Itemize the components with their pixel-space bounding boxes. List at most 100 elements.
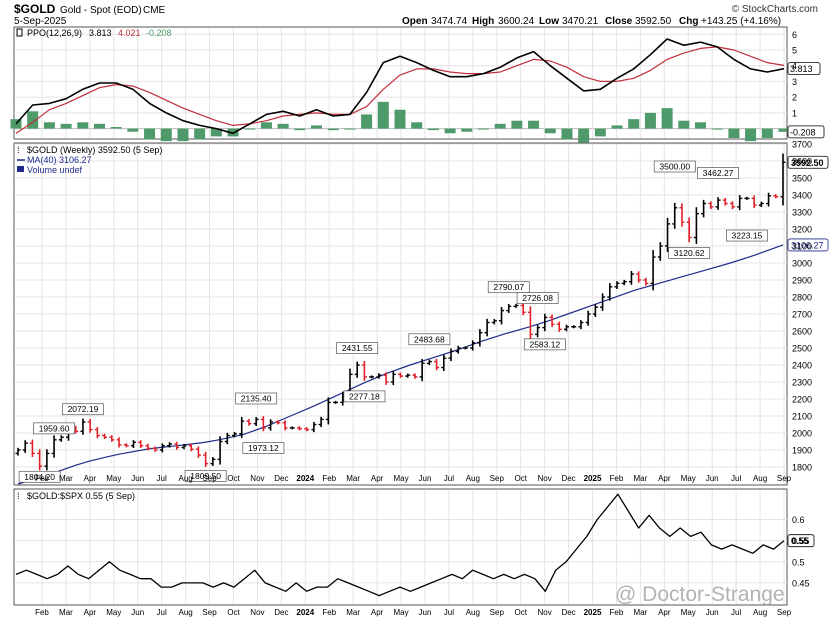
price-annotation-label: 1973.12 <box>248 443 279 453</box>
ppo-histogram-bar <box>361 114 373 129</box>
ppo-y-tick-label: 6 <box>792 30 797 40</box>
ppo-histogram-bar <box>277 123 289 129</box>
ohlc-bar <box>383 372 389 385</box>
ohlc-bar <box>195 446 201 458</box>
price-annotation-box <box>408 333 451 346</box>
ppo-histogram-bar <box>177 128 189 142</box>
open-value: 3474.74 <box>431 16 468 27</box>
ma-value-tag <box>787 238 829 252</box>
ppo-histogram-bar <box>93 123 105 129</box>
hist-value-tag-label: -0.208 <box>790 127 816 137</box>
doctor-strange-watermark: @ Doctor-Strange <box>615 583 785 606</box>
ppo-histogram-bar <box>578 128 590 143</box>
ratio-x-tick-label: Jul <box>444 608 454 617</box>
price-y-tick-label: 2200 <box>792 395 812 405</box>
ohlc-bar <box>434 358 440 371</box>
ratio-x-tick-label: Feb <box>322 608 336 617</box>
ohlc-bar <box>289 426 295 430</box>
close-value: 3592.50 <box>635 16 672 27</box>
watermark-text: © StockCharts.com <box>732 4 818 15</box>
ratio-x-tick-label: 2025 <box>584 608 602 617</box>
ppo-histogram-bar <box>327 128 339 131</box>
chart-date: 5-Sep-2025 <box>14 16 67 27</box>
price-annotation-box <box>697 167 739 179</box>
price-annotation-box <box>18 470 61 483</box>
price-annotation-label: 2483.68 <box>414 334 445 344</box>
ppo-histogram-bar <box>194 128 206 140</box>
volume-legend-text: Volume undef <box>27 165 83 175</box>
ratio-x-tick-label: May <box>393 608 408 617</box>
exchange-label: CME <box>143 5 166 16</box>
hist-legend-value: -0.208 <box>146 28 172 38</box>
ohlc-bar <box>138 440 144 448</box>
ppo-value-tag-label: 3.813 <box>790 64 813 74</box>
ohlc-bar <box>563 324 569 332</box>
ratio-x-tick-label: Aug <box>753 608 767 617</box>
ohlc-bar <box>758 201 764 208</box>
ppo-histogram-bar <box>210 128 222 137</box>
ratio-x-tick-label: Jul <box>731 608 741 617</box>
ratio-x-tick-label: Feb <box>610 608 624 617</box>
ohlc-bar <box>405 373 411 378</box>
price-annotation-label: 3500.00 <box>659 162 690 172</box>
ohlc-bar <box>592 304 598 317</box>
ohlc-bar <box>412 373 418 379</box>
price-annotation-label: 2790.07 <box>493 282 524 292</box>
price-y-tick-label: 3600 <box>792 157 812 167</box>
ohlc-bar <box>693 207 699 244</box>
ratio-panel-frame <box>13 488 788 606</box>
ppo-legend-value: 3.813 <box>89 28 112 38</box>
ohlc-bar <box>181 443 187 450</box>
ppo-histogram-bar <box>394 109 406 129</box>
ppo-histogram-bar <box>60 123 72 129</box>
ohlc-bar <box>672 202 678 229</box>
ratio-x-tick-label: Feb <box>35 608 49 617</box>
ppo-histogram-bar <box>561 128 573 140</box>
ohlc-bar <box>116 437 122 448</box>
ma-value-tag-label: 3106.27 <box>791 240 824 250</box>
price-y-tick-label: 2100 <box>792 412 812 422</box>
ohlc-bar <box>499 306 505 325</box>
ohlc-bar <box>571 325 577 329</box>
ohlc-bar <box>22 440 28 453</box>
ohlc-summary: Open 3474.74 High 3600.24 Low 3470.21 Cl… <box>402 16 781 27</box>
ohlc-bar <box>239 416 245 439</box>
price-y-tick-label: 3400 <box>792 191 812 201</box>
price-annotation-box <box>726 229 768 242</box>
price-x-tick-label: Jul <box>444 474 454 483</box>
ppo-histogram-bar <box>778 128 790 132</box>
ohlc-bar <box>426 359 432 366</box>
price-annotation-box <box>62 403 104 416</box>
ohlc-bar <box>636 271 642 283</box>
price-annotation-label: 2277.18 <box>349 391 380 401</box>
price-x-tick-label: Sep <box>490 474 505 483</box>
price-x-tick-label: May <box>681 474 696 483</box>
ohlc-bar <box>167 442 173 448</box>
ohlc-bar <box>15 447 21 456</box>
price-x-tick-label: May <box>106 474 121 483</box>
ppo-y-tick-label: 5 <box>792 46 797 56</box>
ohlc-bar <box>679 203 685 227</box>
price-x-tick-label: Dec <box>274 474 288 483</box>
instrument-name: Gold - Spot (EOD) <box>60 5 142 16</box>
ohlc-bar <box>376 373 382 379</box>
ppo-legend-icon <box>16 28 23 37</box>
price-annotation-label: 2135.40 <box>241 393 272 403</box>
ohlc-bar <box>737 195 743 211</box>
ppo-histogram-bar <box>611 125 623 129</box>
ratio-x-tick-label: Dec <box>274 608 288 617</box>
price-x-tick-label: May <box>393 474 408 483</box>
ohlc-bar <box>224 432 230 445</box>
ppo-y-tick-label: 3 <box>792 77 797 87</box>
ppo-histogram-bar <box>661 108 673 129</box>
chg-label: Chg <box>679 16 698 27</box>
chg-value: +143.25 (+4.16%) <box>701 16 781 27</box>
ohlc-bar <box>268 419 274 431</box>
ratio-x-tick-label: Apr <box>658 608 671 617</box>
ratio-y-tick-label: 0.6 <box>792 515 805 525</box>
ohlc-bar <box>123 443 129 448</box>
price-annotation-label: 1809.50 <box>190 471 221 481</box>
ppo-histogram-bar <box>761 128 773 138</box>
ratio-x-tick-label: 2024 <box>296 608 314 617</box>
ohlc-bar <box>419 358 425 382</box>
